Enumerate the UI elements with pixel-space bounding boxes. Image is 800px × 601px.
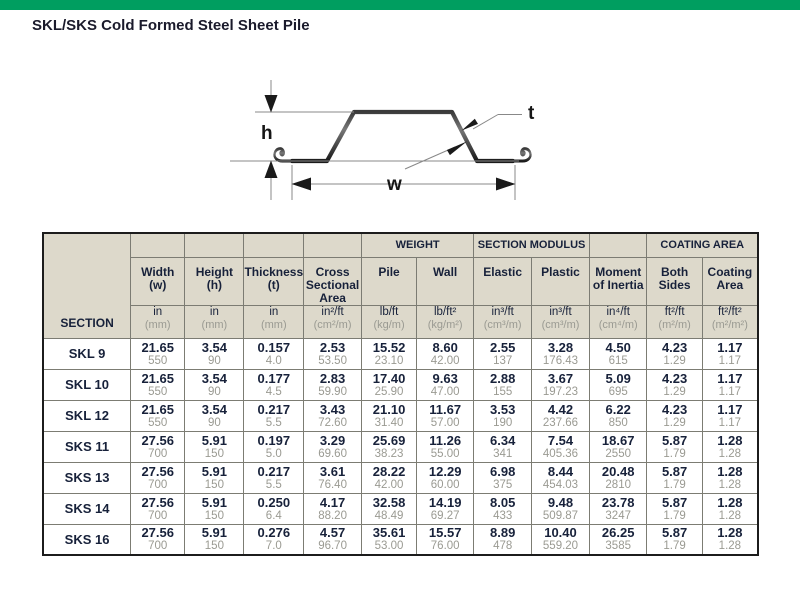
svg-text:h: h [261,123,273,144]
svg-text:t: t [528,103,535,124]
svg-text:w: w [386,174,402,195]
